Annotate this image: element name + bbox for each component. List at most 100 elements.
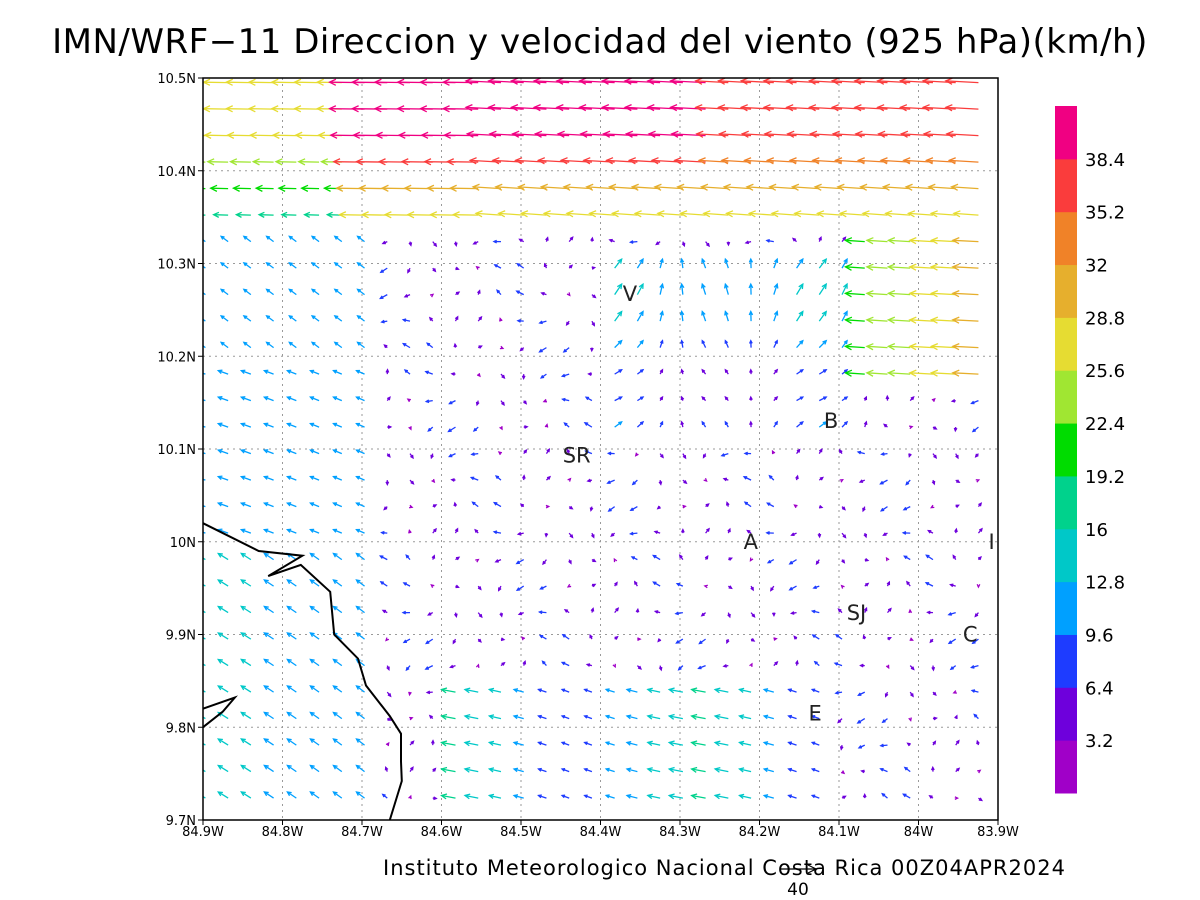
wind-vector <box>286 579 297 587</box>
wind-vector <box>903 555 911 561</box>
wind-vector <box>216 369 229 375</box>
wind-vector <box>863 532 868 539</box>
wind-vector <box>453 241 458 247</box>
wind-vector <box>216 738 229 746</box>
wind-vector <box>947 638 957 645</box>
wind-vector <box>862 506 866 513</box>
wind-vector <box>537 688 547 693</box>
wind-vector <box>677 665 684 671</box>
wind-vector <box>274 158 297 166</box>
wind-vector <box>880 452 888 456</box>
wind-vector <box>453 501 458 507</box>
wind-vector <box>722 477 729 482</box>
reference-vector-label: 40 <box>787 880 809 900</box>
coastline <box>203 522 403 820</box>
wind-vector <box>406 211 433 219</box>
wind-vector <box>385 480 390 486</box>
wind-vector <box>908 717 912 722</box>
wind-vector <box>727 585 733 590</box>
wind-vector <box>928 795 934 799</box>
wind-vector <box>768 474 775 481</box>
wind-vector <box>309 528 320 534</box>
wind-vector <box>474 528 479 534</box>
wind-vector <box>679 257 685 269</box>
wind-vector <box>309 396 320 402</box>
wind-vector <box>623 78 661 85</box>
wind-vector <box>355 528 365 534</box>
wind-vector <box>380 530 388 535</box>
wind-vector <box>636 665 642 670</box>
wind-vector <box>633 580 638 587</box>
wind-vector <box>970 689 979 693</box>
wind-vector <box>332 422 343 428</box>
wind-vector <box>841 506 846 511</box>
wind-vector <box>585 183 615 191</box>
wind-vector <box>521 636 526 641</box>
wind-vector <box>795 659 799 666</box>
wind-vector <box>787 794 797 799</box>
wind-vector <box>288 314 297 322</box>
wind-vector <box>239 502 252 508</box>
wind-vector <box>843 369 865 377</box>
wind-vector <box>682 479 688 485</box>
wind-vector <box>310 314 320 322</box>
wind-vector <box>216 502 229 508</box>
wind-vector <box>262 369 274 375</box>
wind-vector <box>590 607 595 613</box>
wind-vector <box>636 257 644 269</box>
wind-vector <box>286 658 297 667</box>
wind-vector <box>563 422 570 428</box>
wind-vector <box>532 104 570 112</box>
wind-vector <box>865 369 888 377</box>
wind-vector <box>203 795 206 799</box>
wind-vector <box>886 316 911 324</box>
wind-vector <box>628 240 638 244</box>
wind-vector <box>277 184 297 192</box>
wind-vector <box>680 395 685 401</box>
wind-vector <box>610 210 638 218</box>
wind-vector <box>726 241 731 247</box>
wind-vector <box>440 713 456 720</box>
wind-vector <box>386 396 391 402</box>
wind-vector <box>240 685 252 693</box>
wind-vector <box>309 791 320 799</box>
wind-vector <box>448 400 456 405</box>
wind-vector <box>647 130 683 138</box>
wind-vector <box>818 257 828 269</box>
wind-vector <box>234 211 251 218</box>
wind-vector <box>602 130 638 138</box>
wind-vector <box>773 395 779 402</box>
wind-vector <box>929 237 956 245</box>
wind-vector <box>270 78 297 86</box>
wind-vector <box>555 104 592 112</box>
wind-vector <box>749 368 753 375</box>
wind-vector <box>744 240 752 245</box>
wind-vector <box>477 638 482 643</box>
x-tick-label: 84.9W <box>182 825 224 840</box>
colorbar-label: 38.4 <box>1085 150 1125 171</box>
wind-vector <box>944 78 979 85</box>
wind-vector <box>724 339 729 348</box>
wind-vector <box>768 183 797 191</box>
wind-vector <box>310 288 320 296</box>
wind-vector <box>516 318 524 323</box>
wind-vector <box>523 449 528 455</box>
wind-vector <box>607 506 616 512</box>
wind-vector <box>285 422 297 428</box>
wind-vector <box>659 420 664 428</box>
wind-vector <box>925 554 934 561</box>
wind-vector <box>332 449 343 455</box>
wind-vector <box>682 504 687 509</box>
wind-vector <box>883 423 888 428</box>
wind-vector <box>408 426 412 431</box>
colorbar-label: 25.6 <box>1085 361 1125 382</box>
wind-vector <box>430 583 435 588</box>
wind-vector <box>216 449 229 455</box>
wind-vector <box>749 662 753 667</box>
wind-vector <box>703 584 708 589</box>
wind-vector <box>614 282 623 295</box>
wind-vector <box>630 556 638 561</box>
wind-vector <box>859 183 888 191</box>
wind-vector <box>953 427 958 433</box>
